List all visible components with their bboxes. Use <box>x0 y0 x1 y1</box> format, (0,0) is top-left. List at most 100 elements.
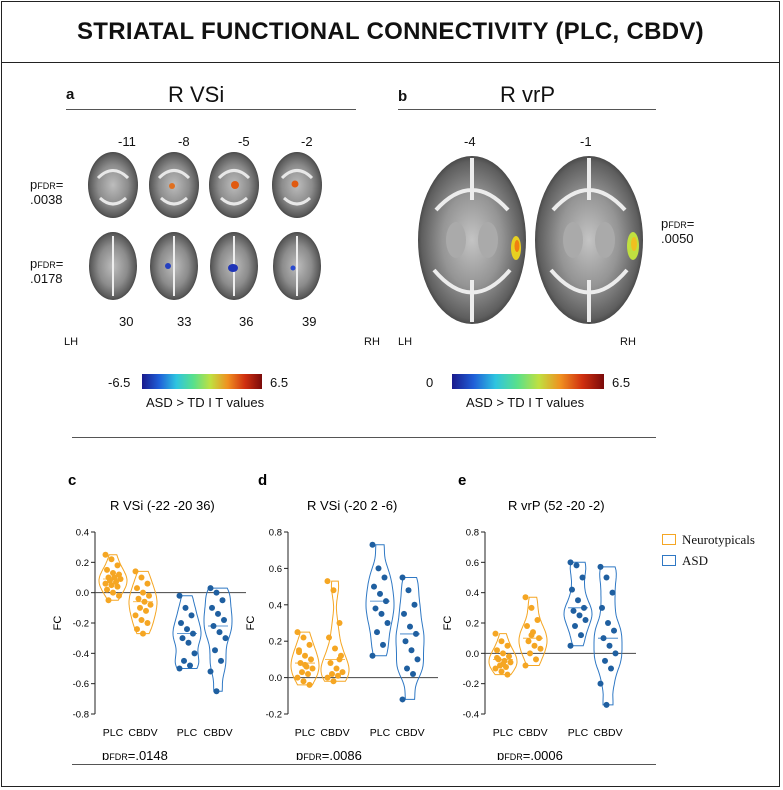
data-point <box>306 681 313 688</box>
data-point <box>332 645 338 652</box>
data-point <box>399 574 406 581</box>
panel-letter: e <box>458 472 466 489</box>
y-tick-label: 0.0 <box>466 649 479 660</box>
y-tick-label: 0.6 <box>466 558 479 569</box>
data-point <box>297 660 304 667</box>
x-tick-label: PLC <box>177 727 198 739</box>
colorbar-min-label: -6.5 <box>108 375 131 390</box>
data-point <box>104 566 110 573</box>
data-point <box>578 632 584 639</box>
y-tick-label: 0.0 <box>269 673 282 684</box>
slice-label: 39 <box>302 314 317 329</box>
violin-outline <box>98 554 128 601</box>
data-point <box>567 559 574 566</box>
data-point <box>492 665 499 672</box>
chart-title: R VSi (-20 2 -6) <box>307 498 397 513</box>
data-point <box>116 592 122 599</box>
axial-slice-bottom-2 <box>150 232 198 300</box>
panel-letter: d <box>258 472 267 489</box>
bottom-divider <box>72 764 656 765</box>
data-point <box>504 671 511 678</box>
y-tick-label: -0.2 <box>73 619 89 630</box>
section-divider <box>72 437 656 438</box>
data-point <box>178 620 184 626</box>
violin-outline <box>365 544 395 657</box>
data-point <box>536 635 542 642</box>
data-point <box>524 623 530 630</box>
y-tick-label: 0.4 <box>466 588 479 599</box>
right-hemisphere-label: RH <box>364 336 380 348</box>
data-point <box>411 601 418 608</box>
axial-slice-bottom-1 <box>89 232 137 300</box>
data-point <box>597 680 604 687</box>
x-tick-label: PLC <box>493 727 514 739</box>
data-point <box>380 641 386 648</box>
panel-a-underline <box>66 109 356 110</box>
data-point <box>212 647 218 654</box>
data-point <box>134 585 140 592</box>
violin-outline <box>320 580 350 682</box>
y-tick-label: -0.8 <box>73 710 89 721</box>
data-point <box>330 587 337 594</box>
data-point <box>222 635 229 642</box>
data-point <box>374 629 380 636</box>
data-point <box>104 586 110 593</box>
data-point <box>375 565 382 572</box>
data-point <box>581 604 587 611</box>
chart-title: R vrP (52 -20 -2) <box>508 498 605 513</box>
y-tick-label: 0.4 <box>76 528 89 539</box>
data-point <box>216 629 223 636</box>
data-point <box>102 551 109 558</box>
data-point <box>296 647 302 654</box>
data-point <box>187 662 193 669</box>
data-point <box>305 670 311 677</box>
data-point <box>572 623 578 630</box>
data-point <box>102 580 109 587</box>
y-tick-label: -0.4 <box>463 710 479 721</box>
data-point <box>207 585 214 592</box>
right-hemisphere-label-b: RH <box>620 336 636 348</box>
y-tick-label: 0.8 <box>466 528 479 539</box>
p-value-top: pFDR= .0038 <box>30 177 64 207</box>
slice-label: 30 <box>119 314 134 329</box>
data-point <box>188 612 195 619</box>
x-tick-label: CBDV <box>518 727 547 739</box>
data-point <box>372 605 379 612</box>
legend-neurotypicals-swatch <box>662 534 676 545</box>
data-point <box>534 616 541 623</box>
data-point <box>138 574 145 581</box>
data-point <box>404 665 410 672</box>
axial-slice-top-4 <box>272 152 322 218</box>
colorbar-b-max-label: 6.5 <box>612 375 631 390</box>
data-point <box>135 595 142 602</box>
data-point <box>384 620 391 626</box>
axial-slice-b-1 <box>418 156 526 324</box>
colorbar-a <box>142 374 262 389</box>
violin-charts: c R VSi (-22 -20 36) 0.4 0.2 0.0 -0.2 -0.4 -0.6… <box>52 472 636 760</box>
x-tick-label: CBDV <box>593 727 622 739</box>
chart-p-value: pFDR=.0006 <box>497 748 563 760</box>
data-point <box>603 701 610 708</box>
data-point <box>300 634 307 641</box>
data-point <box>105 597 112 604</box>
data-point <box>215 610 221 617</box>
data-point <box>330 678 337 685</box>
data-point <box>306 641 313 648</box>
activation-blob <box>231 181 239 189</box>
data-point <box>609 589 616 596</box>
data-point <box>500 650 506 657</box>
y-axis-label: FC <box>442 616 454 631</box>
data-point <box>326 634 332 641</box>
data-point <box>335 672 341 679</box>
data-point <box>141 598 148 605</box>
y-axis-label: FC <box>52 616 64 631</box>
data-point <box>179 635 186 642</box>
data-point <box>309 665 316 672</box>
colorbar-b-caption: ASD > TD I T values <box>466 395 585 410</box>
data-point <box>144 620 151 626</box>
data-point <box>402 638 409 645</box>
data-point <box>114 583 121 590</box>
y-tick-label: -0.2 <box>463 679 479 690</box>
data-point <box>504 642 511 649</box>
data-point <box>570 607 577 614</box>
